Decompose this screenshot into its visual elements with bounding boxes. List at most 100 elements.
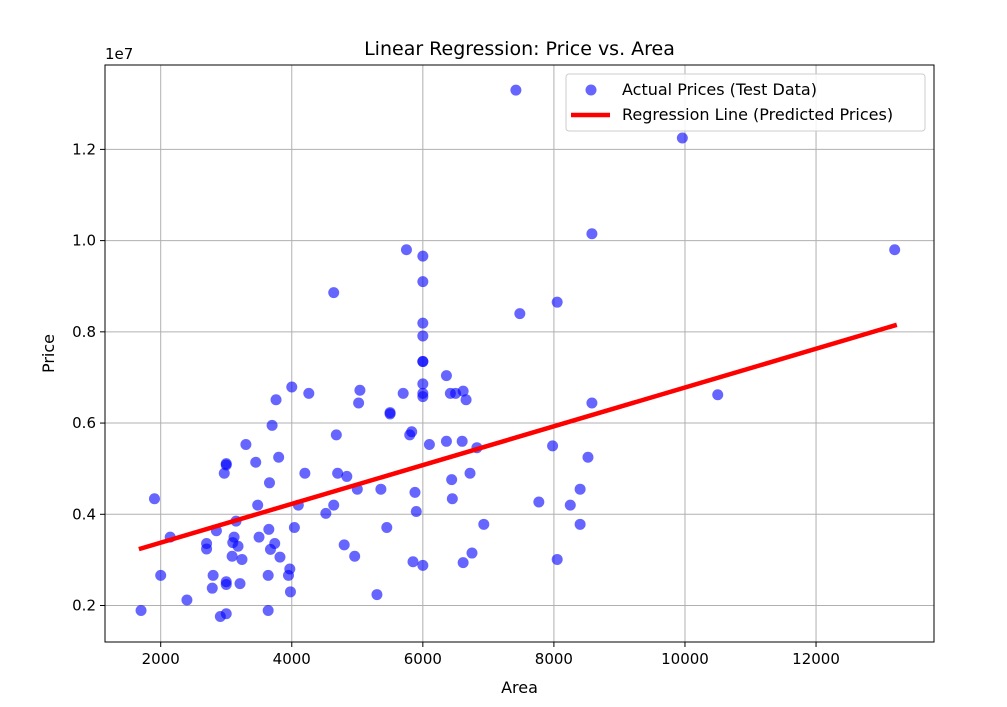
scatter-point (284, 586, 296, 598)
scatter-point (397, 387, 409, 399)
x-tick-label: 2000 (142, 650, 180, 668)
scatter-point (341, 470, 353, 482)
scatter-point (207, 569, 219, 581)
scatter-point (410, 506, 422, 518)
scatter-point (181, 594, 193, 606)
scatter-point (274, 551, 286, 563)
scatter-point (284, 563, 296, 575)
scatter-point (288, 522, 300, 534)
legend: Actual Prices (Test Data) Regression Line… (565, 73, 926, 132)
scatter-point (338, 539, 350, 551)
scatter-point (446, 493, 458, 505)
scatter-point (533, 496, 545, 508)
scatter-point (417, 387, 429, 399)
y-tick-label: 1.0 (72, 232, 96, 250)
scatter-point (423, 438, 435, 450)
scatter-point (226, 550, 238, 562)
scatter-point (440, 370, 452, 382)
scatter-point (457, 557, 469, 569)
scatter-point (889, 244, 901, 256)
scatter-point (135, 605, 147, 617)
scatter-point (148, 493, 160, 505)
scatter-point (409, 486, 421, 498)
scatter-point (232, 540, 244, 552)
scatter-point (332, 467, 344, 479)
scatter-point (417, 317, 429, 329)
scatter-point (266, 419, 278, 431)
scatter-point (417, 378, 429, 390)
y-axis-offset-label: 1e7 (105, 45, 133, 63)
scatter-point (220, 608, 232, 620)
legend-label-regression: Regression Line (Predicted Prices) (622, 105, 893, 124)
scatter-point (440, 435, 452, 447)
scatter-point (252, 499, 264, 511)
scatter-point (270, 394, 282, 406)
scatter-point (263, 477, 275, 489)
scatter-point (303, 387, 315, 399)
scatter-point (353, 397, 365, 409)
scatter-point (446, 474, 458, 486)
legend-box (565, 73, 926, 132)
scatter-point (269, 537, 281, 549)
x-tick-label: 12000 (792, 650, 840, 668)
regression-line (138, 322, 898, 552)
scatter-point (371, 589, 383, 601)
y-tick-label: 0.6 (72, 414, 96, 432)
scatter-point (417, 559, 429, 571)
scatter-point (218, 467, 230, 479)
scatter-point (206, 582, 218, 594)
scatter-point (220, 459, 232, 471)
scatter-point (457, 385, 469, 397)
scatter-point (384, 408, 396, 420)
scatter-point (564, 499, 576, 511)
grid-layer (105, 65, 934, 642)
y-tick-label: 0.4 (72, 505, 96, 523)
scatter-point (262, 605, 274, 617)
scatter-point (586, 228, 598, 240)
scatter-point (417, 276, 429, 288)
scatter-point (330, 429, 342, 441)
y-tick-label: 0.2 (72, 597, 96, 615)
scatter-point (299, 467, 311, 479)
scatter-point (456, 435, 468, 447)
scatter-point (354, 384, 366, 396)
scatter-point (417, 355, 429, 367)
scatter-point (240, 438, 252, 450)
scatter-point (220, 579, 232, 591)
scatter-point (228, 531, 240, 543)
scatter-point (582, 451, 594, 463)
data-layer (135, 84, 901, 622)
scatter-point (250, 456, 262, 468)
scatter-point (551, 296, 563, 308)
scatter-point (236, 553, 248, 565)
legend-label-actual: Actual Prices (Test Data) (622, 80, 817, 99)
x-axis-label: Area (501, 678, 538, 697)
scatter-point (478, 518, 490, 530)
scatter-point (460, 394, 472, 406)
scatter-point (676, 132, 688, 144)
scatter-point (464, 467, 476, 479)
legend-scatter-marker (585, 84, 597, 96)
scatter-point (349, 550, 361, 562)
scatter-point (286, 381, 298, 393)
y-tick-label: 1.2 (72, 140, 96, 158)
y-tick-label: 0.8 (72, 323, 96, 341)
scatter-point (551, 553, 563, 565)
scatter-point (586, 397, 598, 409)
x-tick-label: 8000 (535, 650, 573, 668)
scatter-point (574, 483, 586, 495)
scatter-point (320, 507, 332, 519)
scatter-point (201, 537, 213, 549)
x-tick-label: 10000 (661, 650, 709, 668)
scatter-point (466, 547, 478, 559)
scatter-point (712, 389, 724, 401)
scatter-point (406, 426, 418, 438)
scatter-point (262, 569, 274, 581)
scatter-point (574, 518, 586, 530)
scatter-point (510, 84, 522, 96)
scatter-point (381, 522, 393, 534)
scatter-point (417, 250, 429, 262)
scatter-point (234, 578, 246, 590)
scatter-point (547, 440, 559, 452)
